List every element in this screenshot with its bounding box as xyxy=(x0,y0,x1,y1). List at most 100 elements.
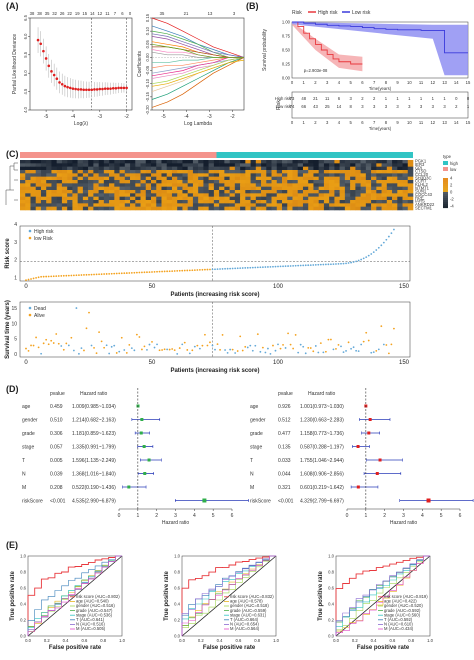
heatmap-cell xyxy=(61,190,68,194)
survival-point xyxy=(103,346,106,349)
heatmap-cell xyxy=(219,200,225,204)
heatmap-cell xyxy=(145,203,152,207)
heatmap-cell xyxy=(161,163,168,167)
heatmap-cell xyxy=(25,180,31,184)
risk-table-title: Risk xyxy=(276,100,282,110)
data-point xyxy=(50,70,53,73)
risk-count: 2 xyxy=(373,96,376,101)
survival-point xyxy=(60,345,63,347)
risk-count: 2 xyxy=(361,96,364,101)
heatmap-cell xyxy=(114,160,120,164)
heatmap-cell xyxy=(56,190,63,194)
y-tick-label: 5.0 xyxy=(23,70,28,76)
heatmap-cell xyxy=(323,170,330,174)
heatmap-cell xyxy=(276,196,283,201)
heatmap-cell xyxy=(323,193,330,197)
ci-band-low xyxy=(292,22,468,76)
heatmap-cell xyxy=(46,206,52,211)
heatmap-cell xyxy=(35,166,42,171)
risk-point xyxy=(244,267,247,269)
heatmap-cell xyxy=(151,176,157,181)
x-tick-label: 6 xyxy=(361,80,364,85)
risk-count: 1 xyxy=(396,96,399,101)
hazard-ratio: 0.587(0.288~1.197) xyxy=(300,445,344,451)
heatmap-cell xyxy=(261,196,267,201)
heatmap-cell xyxy=(407,203,414,207)
heatmap-cell xyxy=(234,160,241,164)
heatmap-cell xyxy=(30,166,37,171)
heatmap-cell xyxy=(46,163,52,167)
risk-point xyxy=(382,241,385,244)
y-tick-label: 0.0 xyxy=(174,634,180,639)
heatmap-cell xyxy=(271,183,278,187)
heatmap-cell xyxy=(250,160,257,164)
heatmap-cell xyxy=(114,173,120,177)
colorbar-cell xyxy=(443,194,448,197)
legend-swatch xyxy=(28,306,32,310)
panel-label: (B) xyxy=(246,1,259,11)
heatmap-cell xyxy=(130,180,136,184)
heatmap-cell xyxy=(392,183,398,187)
survival-point xyxy=(32,344,35,347)
heatmap-cell xyxy=(130,160,136,164)
heatmap-cell xyxy=(282,180,288,184)
survival-point xyxy=(123,349,126,351)
heatmap-cell xyxy=(156,200,162,204)
heatmap-cell xyxy=(20,166,26,171)
risk-point xyxy=(380,244,383,247)
plot-frame xyxy=(19,301,411,358)
risk-point xyxy=(269,265,272,268)
heatmap-cell xyxy=(171,193,178,197)
heatmap-cell xyxy=(397,176,403,181)
heatmap-cell xyxy=(240,160,246,164)
legend-swatch xyxy=(443,161,448,165)
heatmap-cell xyxy=(282,183,288,187)
hazard-ratio: 4.329(2.799~6.697) xyxy=(300,499,344,505)
heatmap-cell xyxy=(360,203,367,207)
heatmap-cell xyxy=(40,173,47,177)
heatmap-cell xyxy=(208,183,215,187)
x-tick-label: -4 xyxy=(71,114,76,120)
heatmap-cell xyxy=(20,200,26,204)
heatmap-cell xyxy=(93,196,99,201)
heatmap-cell xyxy=(302,163,309,167)
heatmap-cell xyxy=(386,196,393,201)
survival-point xyxy=(183,341,186,344)
heatmap-cell xyxy=(114,180,120,184)
heatmap-cell xyxy=(297,160,304,164)
heatmap-cell xyxy=(25,170,31,174)
heatmap-cell xyxy=(297,173,304,177)
heatmap-cell xyxy=(82,206,89,211)
data-point xyxy=(47,64,51,68)
top-tick-label: 3 xyxy=(233,11,236,16)
heatmap-cell xyxy=(192,200,199,204)
heatmap-cell xyxy=(171,203,178,207)
heatmap-cell xyxy=(182,173,188,177)
x-axis-label: Hazard ratio xyxy=(162,520,189,526)
y-tick-label: 0.4 xyxy=(20,602,26,607)
risk-count: 73 xyxy=(290,96,295,101)
p-value: 0.044 xyxy=(278,472,291,478)
heatmap-cell xyxy=(392,176,398,181)
heatmap-cell xyxy=(35,176,42,181)
survival-point xyxy=(241,349,244,352)
heatmap-cell xyxy=(187,166,194,171)
risk-count: 3 xyxy=(373,104,376,109)
heatmap-cell xyxy=(250,173,257,177)
heatmap-cell xyxy=(156,180,162,184)
survival-point xyxy=(370,351,373,354)
heatmap-cell xyxy=(313,190,319,194)
legend-label: N (AUC=0.516) xyxy=(76,622,105,627)
heatmap-cell xyxy=(255,163,262,167)
survival-point xyxy=(224,349,226,351)
survival-point xyxy=(176,353,179,355)
heatmap-cell xyxy=(371,160,377,164)
survival-point xyxy=(302,345,305,348)
risk-count: 2 xyxy=(455,104,458,109)
heatmap-cell xyxy=(386,170,393,174)
survival-point xyxy=(158,349,161,352)
heatmap-cell xyxy=(297,183,304,187)
heatmap-cell xyxy=(130,183,136,187)
heatmap-cell xyxy=(381,166,388,171)
gene-label: PGK1 xyxy=(415,159,427,164)
